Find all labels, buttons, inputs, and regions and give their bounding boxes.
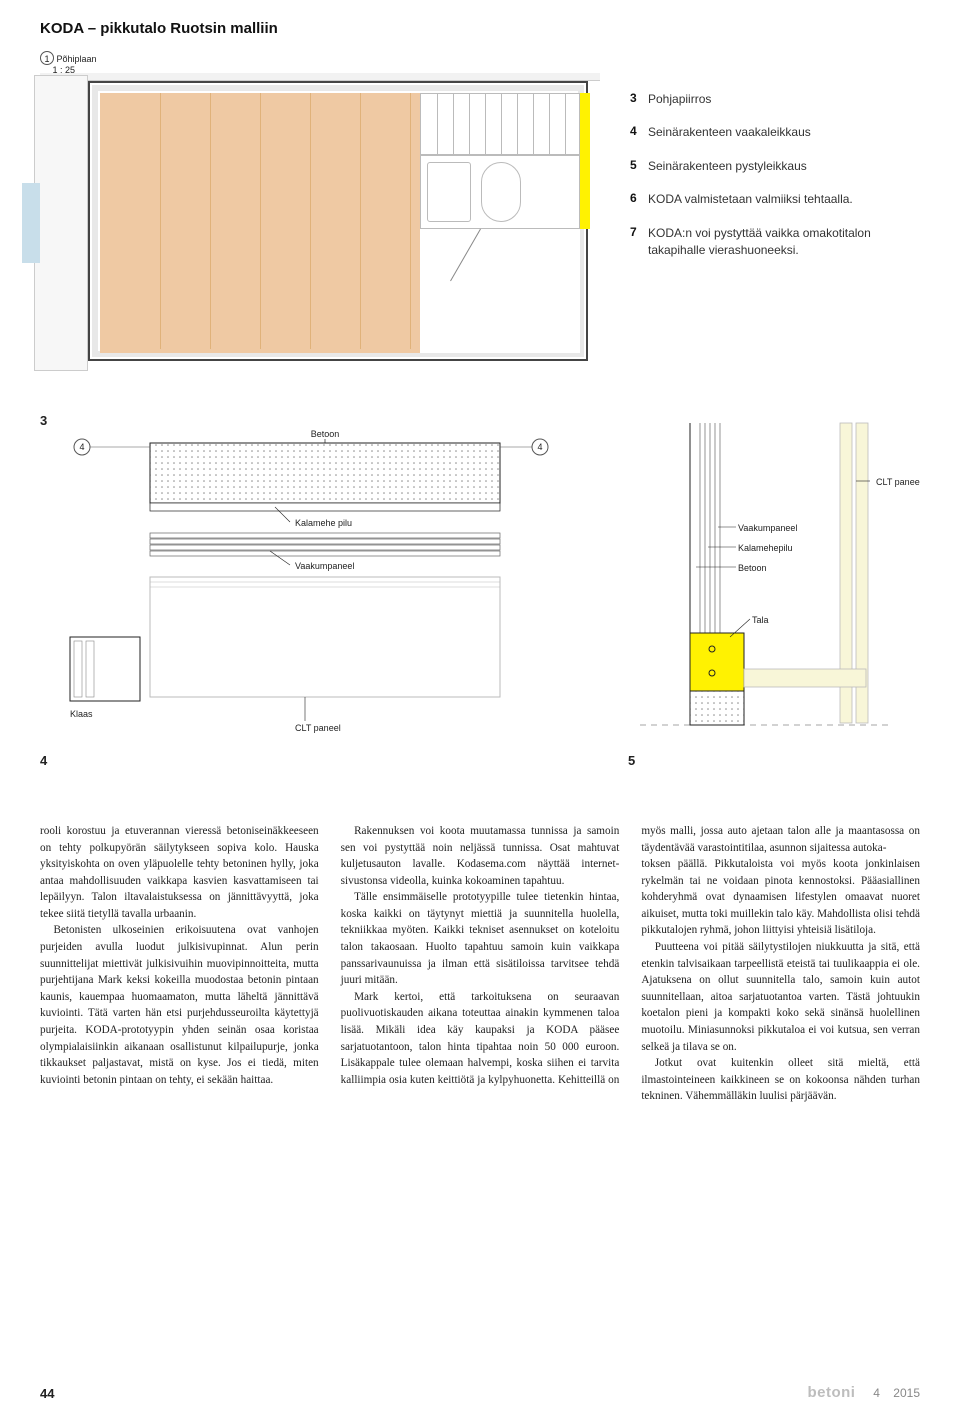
figures-area: 1 Põhiplaan 1 : 25 (40, 51, 920, 753)
plan-badge-num: 1 (40, 51, 54, 65)
svg-text:Betoon: Betoon (738, 563, 767, 573)
issue-year: 2015 (893, 1386, 920, 1400)
svg-text:Vaakumpaneel: Vaakumpaneel (295, 561, 354, 571)
figure-3-floorplan: 1 Põhiplaan 1 : 25 (40, 51, 920, 373)
highlight-strip (580, 93, 590, 229)
stairs (420, 93, 580, 155)
body-paragraph: Rakennuksen voi koota muutamassa tunniss… (341, 823, 620, 889)
legend-text: Seinärakenteen pystyleikkaus (648, 158, 920, 175)
legend-num: 7 (630, 225, 648, 260)
legend-text: KODA:n voi pystyttää vaikka omakotitalon… (648, 225, 920, 260)
body-paragraph: Jotkut ovat kuitenkin olleet sitä mieltä… (641, 1055, 920, 1105)
svg-text:4: 4 (537, 442, 542, 452)
plan-badge-label: Põhiplaan (57, 54, 97, 64)
legend-text: Pohjapiirros (648, 91, 920, 108)
page-footer: 44 betoni 4 2015 (40, 1384, 920, 1402)
page-number: 44 (40, 1386, 54, 1401)
svg-text:Betoon: Betoon (311, 429, 340, 439)
door-swing (450, 229, 481, 281)
issue-number: 4 (873, 1386, 880, 1400)
svg-text:Klaas: Klaas (70, 709, 93, 719)
page-title: KODA – pikkutalo Ruotsin malliin (40, 20, 920, 37)
bathroom (420, 155, 580, 229)
legend-num: 4 (630, 124, 648, 141)
legend-num: 6 (630, 191, 648, 208)
legend-text: KODA valmistetaan valmiiksi tehtaalla. (648, 191, 920, 208)
legend-num: 5 (630, 158, 648, 175)
plan-badge: 1 Põhiplaan 1 : 25 (40, 51, 97, 75)
figure-legend: 3Pohjapiirros 4Seinärakenteen vaakaleikk… (630, 91, 920, 275)
svg-text:Kalamehe pilu: Kalamehe pilu (295, 518, 352, 528)
body-paragraph: Tälle ensimmäiselle prototyypille tulee … (341, 889, 620, 988)
body-paragraph: Puutteena voi pitää säilytystilojen niuk… (641, 939, 920, 1055)
legend-text: Seinärakenteen vaakaleikkaus (648, 124, 920, 141)
floorplan (40, 73, 600, 368)
svg-text:Kalamehepilu: Kalamehepilu (738, 543, 793, 553)
sections-svg: Betoon 4 4 Kalamehe pilu Vaakumpaneel Klaas CL… (40, 413, 920, 749)
back-room (420, 93, 580, 353)
figure-number-4: 4 (40, 753, 47, 768)
body-paragraph: toksen päällä. Pikkutaloista voi myös ko… (641, 856, 920, 939)
brand-logo: betoni (807, 1384, 855, 1401)
svg-text:Vaakumpaneel: Vaakumpaneel (738, 523, 797, 533)
svg-text:Tala: Tala (752, 615, 769, 625)
svg-text:4: 4 (79, 442, 84, 452)
body-paragraph: Betonisten ulkoseinien erikoisuutena ova… (40, 922, 319, 1088)
svg-text:CLT paneel: CLT paneel (876, 477, 920, 487)
article-body: rooli korostuu ja etuverannan vieressä b… (40, 823, 920, 1105)
body-paragraph: rooli korostuu ja etuverannan vieressä b… (40, 823, 319, 922)
svg-text:CLT paneel: CLT paneel (295, 723, 341, 733)
figure-4-5-sections: Betoon 4 4 Kalamehe pilu Vaakumpaneel Klaas CL… (40, 413, 920, 753)
figure-number-5: 5 (628, 753, 635, 768)
legend-num: 3 (630, 91, 648, 108)
